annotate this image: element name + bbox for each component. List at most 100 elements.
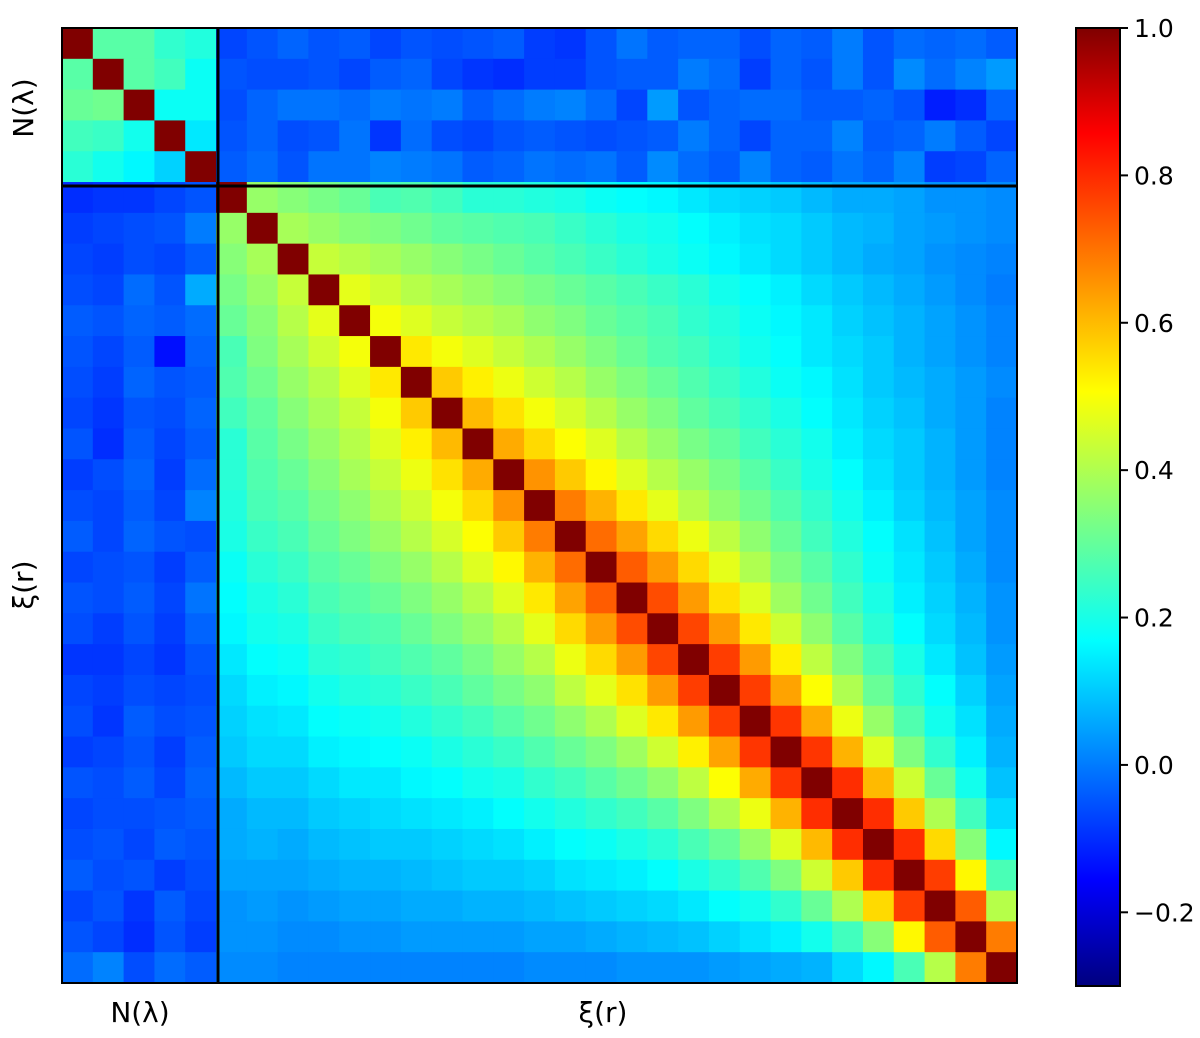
heatmap-cell xyxy=(893,644,926,676)
heatmap-cell xyxy=(185,428,217,460)
heatmap-cell xyxy=(801,952,833,984)
heatmap-cell xyxy=(585,274,618,306)
heatmap-cell xyxy=(955,767,987,799)
heatmap-cell xyxy=(493,705,525,738)
heatmap-cell xyxy=(277,736,310,768)
heatmap-cell xyxy=(678,921,710,953)
heatmap-cell xyxy=(277,397,310,430)
heatmap-cell xyxy=(339,120,371,152)
heatmap-cell xyxy=(924,859,956,892)
heatmap-cell xyxy=(739,828,772,861)
heatmap-cell xyxy=(554,336,587,368)
heatmap-cell xyxy=(431,890,464,922)
heatmap-cell xyxy=(585,520,618,553)
heatmap-cell xyxy=(462,305,494,337)
heatmap-cell xyxy=(708,243,741,276)
heatmap-cell xyxy=(585,305,618,337)
heatmap-cell xyxy=(616,28,648,60)
heatmap-cell xyxy=(955,828,987,861)
heatmap-cell xyxy=(708,520,741,553)
heatmap-cell xyxy=(370,366,402,399)
heatmap-cell xyxy=(616,613,648,645)
heatmap-cell xyxy=(400,859,433,892)
heatmap-cell xyxy=(739,151,772,183)
y-label-xi-r: ξ(r) xyxy=(7,561,40,610)
heatmap-cell xyxy=(154,644,186,676)
heatmap-cells xyxy=(62,28,1018,984)
heatmap-cell xyxy=(955,459,987,491)
heatmap-cell xyxy=(400,89,433,122)
heatmap-cell xyxy=(893,613,926,645)
heatmap-cell xyxy=(585,828,618,861)
heatmap-cell xyxy=(770,151,802,183)
heatmap-cell xyxy=(801,243,833,276)
heatmap-cell xyxy=(986,582,1018,614)
heatmap-cell xyxy=(277,798,310,830)
heatmap-cell xyxy=(862,952,895,984)
heatmap-cell xyxy=(185,120,217,152)
heatmap-cell xyxy=(62,674,94,707)
heatmap-cell xyxy=(893,767,926,799)
heatmap-cell xyxy=(400,366,433,399)
heatmap-cell xyxy=(308,674,340,707)
heatmap-cell xyxy=(308,736,340,768)
heatmap-cell xyxy=(585,705,618,738)
heatmap-cell xyxy=(308,212,340,245)
heatmap-cell xyxy=(924,274,956,306)
heatmap-cell xyxy=(986,551,1018,584)
heatmap-cell xyxy=(462,644,494,676)
heatmap-cell xyxy=(832,336,864,368)
heatmap-cell xyxy=(924,551,956,584)
heatmap-cell xyxy=(832,828,864,861)
heatmap-cell xyxy=(678,151,710,183)
heatmap-cell xyxy=(585,336,618,368)
heatmap-cell xyxy=(986,305,1018,337)
heatmap-cell xyxy=(739,58,772,91)
heatmap-cell xyxy=(185,459,217,491)
heatmap-cell xyxy=(986,28,1018,60)
heatmap-cell xyxy=(585,674,618,707)
heatmap-cell xyxy=(370,890,402,922)
heatmap-cell xyxy=(832,28,864,60)
heatmap-cell xyxy=(123,274,156,306)
heatmap-cell xyxy=(493,520,525,553)
heatmap-cell xyxy=(524,428,556,460)
heatmap-cell xyxy=(924,305,956,337)
heatmap-cell xyxy=(462,151,494,183)
heatmap-cell xyxy=(739,890,772,922)
heatmap-cell xyxy=(585,582,618,614)
heatmap-cell xyxy=(431,336,464,368)
heatmap-cell xyxy=(154,366,186,399)
heatmap-cell xyxy=(154,952,186,984)
heatmap-cell xyxy=(123,28,156,60)
heatmap-cell xyxy=(678,58,710,91)
heatmap-cell xyxy=(216,336,248,368)
heatmap-cell xyxy=(431,705,464,738)
heatmap-cell xyxy=(339,767,371,799)
heatmap-cell xyxy=(832,859,864,892)
heatmap-cell xyxy=(893,828,926,861)
heatmap-cell xyxy=(277,582,310,614)
heatmap-cell xyxy=(154,921,186,953)
heatmap-cell xyxy=(462,613,494,645)
heatmap-cell xyxy=(431,212,464,245)
heatmap-cell xyxy=(308,120,340,152)
heatmap-cell xyxy=(739,366,772,399)
heatmap-cell xyxy=(370,58,402,91)
heatmap-cell xyxy=(832,58,864,91)
heatmap-cell xyxy=(647,274,679,306)
heatmap-cell xyxy=(554,490,587,522)
heatmap-cell xyxy=(955,551,987,584)
heatmap-cell xyxy=(647,397,679,430)
heatmap-cell xyxy=(123,890,156,922)
heatmap-cell xyxy=(554,613,587,645)
heatmap-cell xyxy=(862,736,895,768)
heatmap-cell xyxy=(462,120,494,152)
heatmap-cell xyxy=(462,243,494,276)
heatmap-cell xyxy=(986,921,1018,953)
heatmap-cell xyxy=(770,305,802,337)
heatmap-cell xyxy=(616,859,648,892)
heatmap-cell xyxy=(585,767,618,799)
heatmap-cell xyxy=(154,674,186,707)
heatmap-cell xyxy=(493,490,525,522)
